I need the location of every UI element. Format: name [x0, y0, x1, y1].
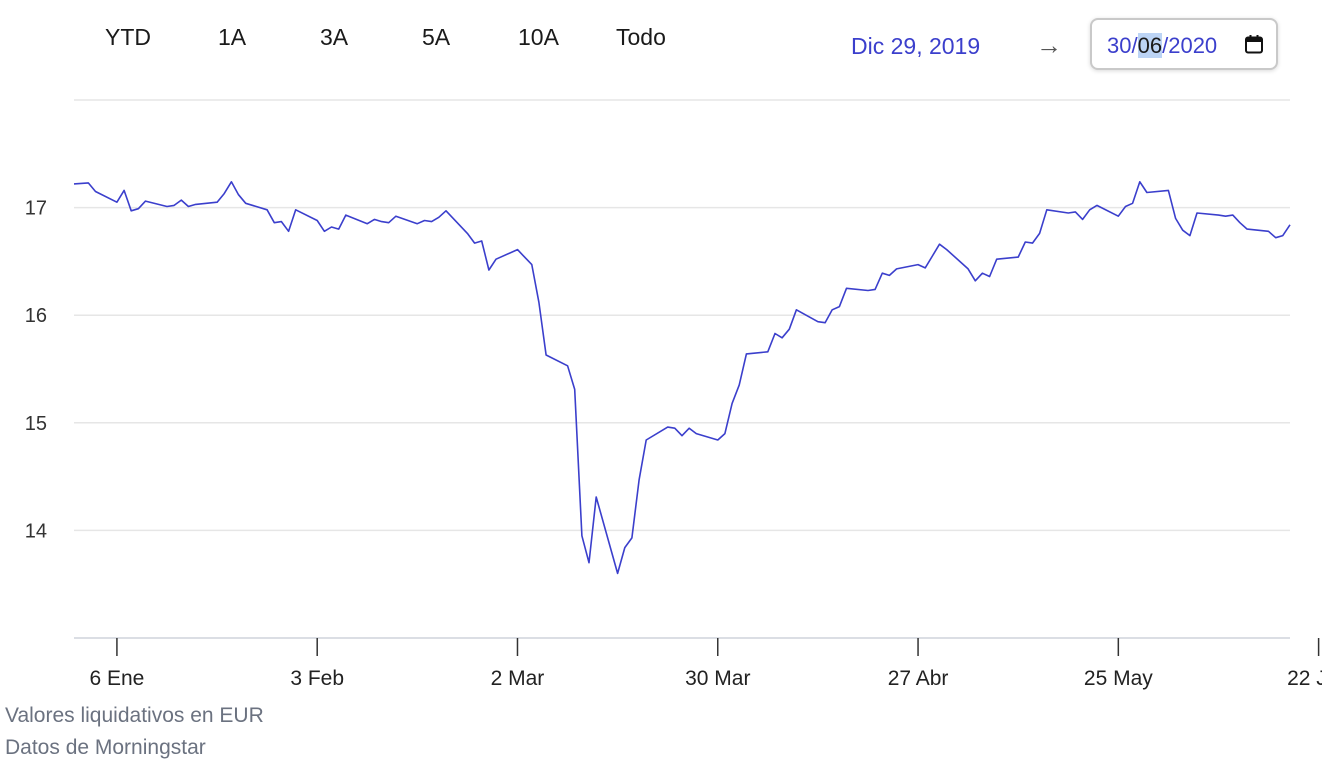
- arrow-right-icon: →: [1036, 30, 1062, 60]
- x-tick-label: 6 Ene: [89, 667, 144, 690]
- x-tick-label: 27 Abr: [888, 667, 949, 690]
- date-day-segment[interactable]: 30: [1107, 33, 1132, 58]
- date-year-segment[interactable]: 2020: [1168, 33, 1218, 58]
- y-tick-label: 15: [25, 413, 47, 435]
- currency-note: Valores liquidativos en EUR: [5, 704, 264, 727]
- date-from-label[interactable]: Dic 29, 2019: [851, 33, 981, 59]
- range-button-3a[interactable]: 3A: [320, 24, 349, 50]
- range-button-ytd[interactable]: YTD: [105, 24, 151, 50]
- y-axis: 14 15 16 17: [25, 198, 47, 543]
- x-tick-label: 25 May: [1084, 667, 1153, 690]
- x-tick-label: 22 Jun: [1287, 667, 1322, 690]
- y-tick-label: 16: [25, 305, 47, 327]
- x-tick-label: 3 Feb: [290, 667, 344, 690]
- y-tick-label: 14: [25, 520, 47, 542]
- series-line: [73, 181, 1291, 575]
- date-to-value: 30/06/2020: [1107, 33, 1218, 58]
- date-month-segment[interactable]: 06: [1137, 33, 1163, 58]
- calendar-icon[interactable]: [1244, 34, 1264, 54]
- date-to-input[interactable]: 30/06/2020: [1090, 18, 1278, 70]
- range-button-todo[interactable]: Todo: [616, 24, 666, 50]
- range-selector: YTD 1A 3A 5A 10A Todo: [0, 0, 700, 80]
- line-chart: 14 15 16 17 6 Ene 3 Feb 2 Mar 30 Mar 27 Abr 25 M…: [25, 99, 1322, 690]
- x-tick-label: 2 Mar: [491, 667, 545, 690]
- range-button-1a[interactable]: 1A: [218, 24, 247, 50]
- grid-lines: [74, 99, 1290, 532]
- range-button-10a[interactable]: 10A: [518, 24, 559, 50]
- x-tick-label: 30 Mar: [685, 667, 750, 690]
- x-axis: 6 Ene 3 Feb 2 Mar 30 Mar 27 Abr 25 May 22 Jun: [89, 638, 1322, 690]
- source-note: Datos de Morningstar: [5, 736, 206, 759]
- y-tick-label: 17: [25, 198, 47, 220]
- range-button-5a[interactable]: 5A: [422, 24, 451, 50]
